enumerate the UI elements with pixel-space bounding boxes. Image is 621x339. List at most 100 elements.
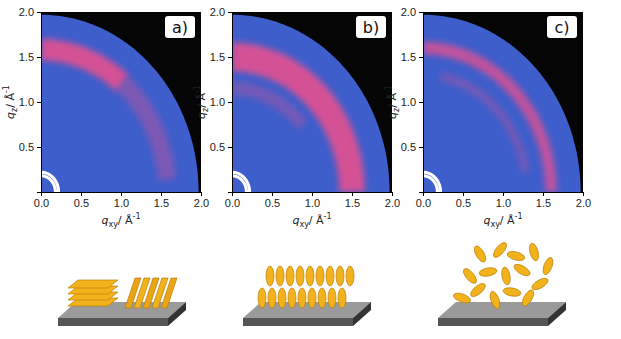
- y-tick: 0.5: [19, 141, 41, 153]
- tick-mark: [201, 192, 202, 196]
- tick-label: 0.5: [74, 197, 89, 209]
- tick-mark: [419, 57, 423, 58]
- molecule: [506, 250, 525, 262]
- molecule: [488, 290, 502, 310]
- x-tick: 0.0: [416, 192, 431, 209]
- molecule: [461, 267, 479, 286]
- tick-mark: [419, 147, 423, 148]
- panel: 0.00.51.01.52.00.51.01.52.0qxy/ Å-1qz/ Å…: [2, 6, 209, 229]
- y-tick: 2.0: [19, 6, 41, 18]
- tick-label: 0.5: [265, 197, 280, 209]
- substrate-top: [438, 302, 566, 318]
- label-box: [547, 16, 577, 38]
- molecule: [520, 288, 536, 308]
- y-axis: 0.5 1.0 1.5 2.0: [19, 6, 42, 192]
- axis-symbol: q: [386, 112, 399, 119]
- axis-unit: / Å: [4, 93, 17, 108]
- axis-line: [37, 13, 42, 193]
- tick-label: 0.0: [225, 197, 240, 209]
- y-tick: 1.5: [401, 51, 423, 63]
- figure: 0.00.51.01.52.00.51.01.52.0qxy/ Å-1qz/ Å…: [0, 0, 621, 339]
- molecule: [258, 288, 266, 308]
- beamstop-shadow: [232, 172, 250, 192]
- tick-label: 2.0: [19, 6, 34, 18]
- x-tick: 1.5: [154, 192, 169, 209]
- axis-subscript: xy: [490, 220, 500, 229]
- schematic: [243, 266, 371, 326]
- panel-label: a): [172, 18, 188, 37]
- scattering-ring: [423, 42, 557, 192]
- axis-superscript: -1: [2, 85, 11, 93]
- molecule: [502, 286, 521, 297]
- background: [41, 12, 201, 192]
- molecule: [68, 280, 118, 288]
- y-tick: 2.0: [401, 6, 423, 18]
- tick-mark: [352, 192, 353, 196]
- beamstop-shadow: [423, 172, 441, 192]
- axis-superscript: -1: [324, 212, 332, 221]
- tick-mark: [272, 192, 273, 196]
- x-tick: 0.5: [456, 192, 471, 209]
- molecule: [541, 256, 555, 276]
- schematic: [58, 278, 186, 326]
- axis-line: [233, 193, 393, 197]
- plot-area: [41, 12, 201, 192]
- molecule: [512, 262, 532, 278]
- y-axis: 0.51.01.52.0: [210, 6, 233, 192]
- y-axis-title: qz/ Å-1: [384, 85, 401, 119]
- molecule: [530, 276, 550, 292]
- x-tick: 0.5: [74, 192, 89, 209]
- label-box: [165, 16, 195, 38]
- axis-superscript: -1: [133, 212, 141, 221]
- scattering-ring: [232, 82, 307, 130]
- tick-label: 0.5: [456, 197, 471, 209]
- x-axis: 0.00.51.01.52.0: [34, 192, 209, 209]
- panel-label: c): [554, 18, 569, 37]
- molecule: [452, 291, 472, 305]
- background: [423, 12, 583, 192]
- tick-label: 1.5: [536, 197, 551, 209]
- tick-label: 1.5: [154, 197, 169, 209]
- x-tick: 1.5: [345, 192, 360, 209]
- molecule: [500, 266, 511, 285]
- tick-label: 1.0: [305, 197, 320, 209]
- molecule: [306, 266, 314, 286]
- y-axis: 0.51.01.52.0: [401, 6, 424, 192]
- tick-mark: [543, 192, 544, 196]
- detector-coverage: [41, 15, 199, 192]
- substrate-side: [243, 318, 353, 326]
- label-box: [356, 16, 386, 38]
- x-tick: 0.5: [265, 192, 280, 209]
- tick-mark: [419, 102, 423, 103]
- tick-label: 0.0: [416, 197, 431, 209]
- axis-unit: / Å: [309, 214, 324, 227]
- detector-coverage: [232, 15, 390, 192]
- tick-mark: [228, 57, 232, 58]
- plot-area: [423, 12, 583, 192]
- background: [232, 12, 392, 192]
- y-tick: 0.5: [401, 141, 423, 153]
- y-tick: 1.5: [19, 51, 41, 63]
- molecule: [268, 288, 276, 308]
- tick-label: 1.0: [19, 96, 34, 108]
- molecule: [528, 242, 540, 261]
- y-tick: 0.5: [210, 141, 232, 153]
- tick-label: 1.5: [210, 51, 225, 63]
- x-tick: 0.0: [225, 192, 240, 209]
- x-axis-title: qxy/ Å-1: [101, 212, 140, 229]
- axis-symbol: q: [483, 214, 490, 227]
- tick-mark: [37, 147, 41, 148]
- axis-line: [228, 13, 233, 193]
- panel: 0.00.51.01.52.00.51.01.52.0qxy/ Å-1qz/ Å…: [193, 6, 400, 229]
- axis-symbol: q: [4, 112, 17, 119]
- molecule: [266, 266, 274, 286]
- molecule: [278, 288, 286, 308]
- tick-mark: [503, 192, 504, 196]
- detector-coverage: [423, 15, 581, 192]
- axis-symbol: q: [101, 214, 108, 227]
- axis-unit: / Å: [195, 93, 208, 108]
- molecule: [296, 266, 304, 286]
- tick-mark: [463, 192, 464, 196]
- molecule: [469, 281, 488, 299]
- axis-line: [424, 193, 584, 197]
